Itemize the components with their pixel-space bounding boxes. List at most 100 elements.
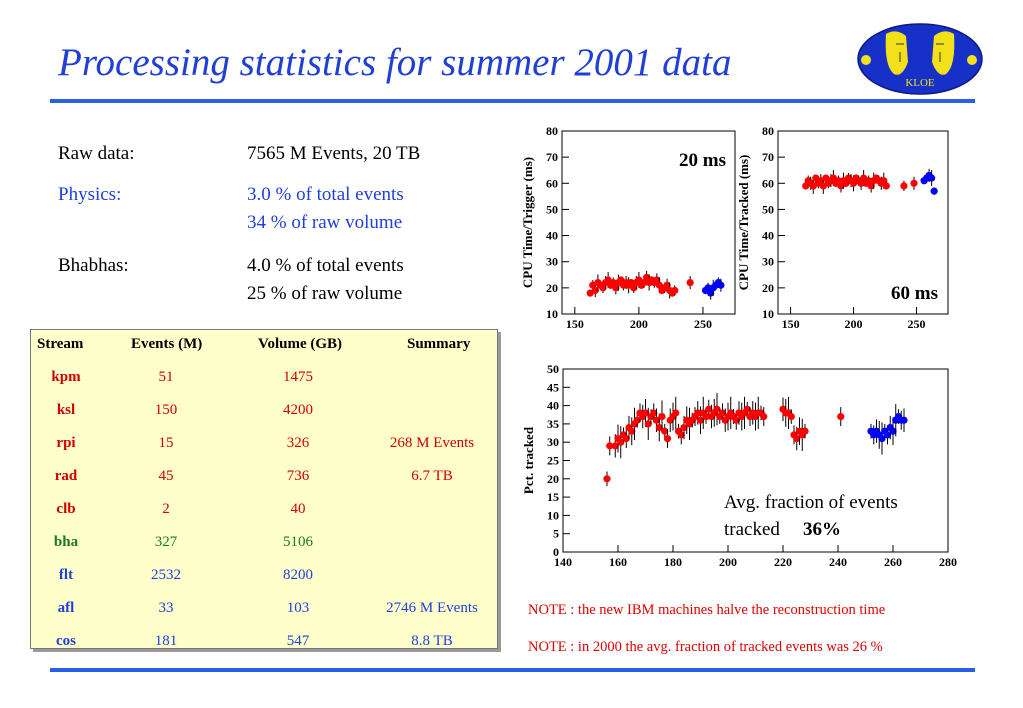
data-point: [661, 427, 669, 435]
table-cell-events: 2532: [151, 567, 181, 583]
table-cell-stream: clb: [56, 501, 76, 517]
y-tick-label: 15: [547, 490, 559, 504]
kloe-logo: KLOE: [857, 23, 983, 95]
physics-value-events: 3.0 % of total events: [247, 184, 404, 205]
data-point: [696, 416, 705, 424]
table-cell-events: 15: [158, 435, 174, 451]
data-point: [672, 409, 680, 417]
table-cell-events: 2: [162, 501, 170, 517]
series-1: [603, 393, 845, 487]
data-point: [680, 423, 688, 432]
data-point: [611, 442, 619, 450]
table-header-summary: Summary: [407, 336, 471, 352]
bottom-rule: [50, 668, 975, 672]
y-axis-label: CPU Time/Trigger (ms): [520, 157, 535, 288]
series-2: [867, 404, 908, 455]
page-title: Processing statistics for summer 2001 da…: [58, 41, 732, 84]
y-tick-label: 70: [762, 150, 774, 164]
data-point: [793, 434, 801, 443]
table-cell-summary: 8.8 TB: [411, 633, 453, 649]
x-tick-label: 200: [630, 317, 648, 331]
data-point: [702, 412, 710, 421]
table-cell-summary: 268 M Events: [389, 435, 475, 451]
y-axis-label: CPU Time/Tracked (ms): [736, 155, 751, 291]
data-point: [910, 179, 918, 187]
y-tick-label: 50: [546, 202, 558, 216]
series-2: [920, 168, 938, 195]
y-tick-label: 5: [553, 527, 559, 541]
table-cell-events: 51: [158, 369, 174, 385]
data-point: [694, 409, 702, 417]
chart-2-annotation: 60 ms: [891, 283, 938, 304]
bhabhas-value-events: 4.0 % of total events: [247, 255, 404, 276]
data-point: [900, 416, 908, 424]
physics-label: Physics:: [58, 184, 122, 205]
chart-3-annotation-line1: Avg. fraction of events: [724, 492, 898, 513]
bhabhas-value-volume: 25 % of raw volume: [247, 283, 403, 304]
table-cell-stream: afl: [57, 600, 75, 616]
x-tick-label: 200: [845, 317, 863, 331]
data-point: [663, 434, 672, 443]
data-point: [652, 416, 661, 424]
data-point: [787, 412, 795, 421]
x-tick-label: 180: [664, 555, 682, 569]
data-point: [718, 409, 727, 417]
data-point: [633, 416, 641, 424]
table-cell-volume: 547: [286, 633, 310, 649]
chart-1-annotation: 20 ms: [679, 150, 726, 171]
y-tick-label: 25: [547, 454, 559, 468]
y-tick-label: 50: [762, 202, 774, 216]
data-point: [622, 434, 630, 443]
table-cell-volume: 8200: [283, 567, 313, 583]
y-tick-label: 10: [762, 307, 774, 321]
y-tick-label: 70: [546, 150, 558, 164]
table-header-stream: Stream: [37, 336, 84, 352]
table-cell-stream: flt: [58, 567, 74, 583]
data-point: [628, 427, 636, 435]
data-point: [743, 405, 751, 413]
data-point: [883, 431, 892, 439]
plot-frame: [561, 130, 736, 315]
table-cell-summary: 2746 M Events: [386, 600, 478, 616]
y-tick-label: 20: [547, 472, 559, 486]
data-point: [644, 420, 652, 428]
table-cell-stream: rad: [54, 468, 78, 484]
data-point: [882, 182, 890, 190]
note-ibm: NOTE : the new IBM machines halve the re…: [528, 602, 886, 618]
data-point: [650, 409, 658, 417]
series-2: [701, 277, 725, 300]
series-1: [586, 270, 694, 299]
table-cell-events: 45: [158, 468, 174, 484]
x-tick-label: 150: [566, 317, 584, 331]
y-tick-label: 10: [547, 508, 559, 522]
y-tick-label: 40: [547, 399, 559, 413]
data-point: [686, 279, 694, 287]
note-2000: NOTE : in 2000 the avg. fraction of trac…: [528, 639, 883, 655]
data-point: [801, 427, 809, 435]
x-tick-label: 280: [939, 555, 957, 569]
data-point: [591, 286, 599, 295]
data-point: [641, 409, 650, 417]
data-point: [606, 442, 614, 450]
y-tick-label: 50: [547, 362, 559, 376]
y-tick-label: 30: [546, 255, 558, 269]
raw-data-value: 7565 M Events, 20 TB: [247, 143, 421, 164]
table-cell-volume: 103: [286, 600, 310, 616]
y-tick-label: 80: [762, 124, 774, 138]
table-cell-summary: 6.7 TB: [411, 468, 453, 484]
table-cell-stream: ksl: [56, 402, 76, 418]
logo-text: KLOE: [905, 77, 935, 89]
y-tick-label: 45: [547, 380, 559, 394]
data-point: [928, 174, 936, 182]
table-cell-events: 150: [154, 402, 178, 418]
x-tick-label: 250: [908, 317, 926, 331]
table-cell-volume: 326: [286, 435, 310, 451]
y-tick-label: 40: [546, 229, 558, 243]
table-cell-volume: 40: [290, 501, 306, 517]
data-point: [900, 182, 908, 190]
data-point: [878, 434, 886, 443]
chart-3-annotation-value: 36%: [803, 519, 841, 540]
chart-3: 0 5 10 15 20 25 30 35 40 45 50 140 160 180 200 220 240 26…: [521, 362, 957, 569]
data-point: [603, 475, 611, 483]
data-point: [671, 286, 679, 295]
